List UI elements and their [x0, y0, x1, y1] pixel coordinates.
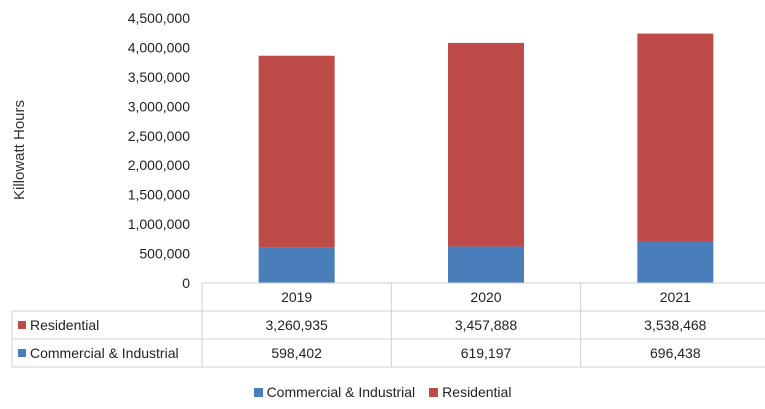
- bar-commercial-industrial-2020: [448, 246, 524, 283]
- y-axis-title: Killowatt Hours: [11, 100, 28, 200]
- bar-commercial-industrial-2019: [258, 247, 335, 283]
- y-tick-label: 1,000,000: [128, 216, 190, 232]
- data-label: 3,538,468: [644, 317, 706, 333]
- data-label: 3,260,935: [266, 317, 328, 333]
- x-tick-label: 2020: [470, 289, 501, 305]
- y-tick-label: 1,500,000: [128, 187, 190, 203]
- y-tick-label: 2,000,000: [128, 157, 190, 173]
- y-tick-label: 3,000,000: [128, 98, 190, 114]
- y-tick-label: 4,000,000: [128, 39, 190, 55]
- data-label: 696,438: [650, 345, 701, 361]
- y-tick-label: 2,500,000: [128, 128, 190, 144]
- legend: Commercial & Industrial Residential: [0, 384, 765, 400]
- legend-item: Commercial & Industrial: [253, 384, 416, 400]
- table-row-swatch: [18, 321, 26, 329]
- legend-item: Residential: [429, 384, 511, 400]
- bar-residential-2019: [258, 55, 335, 248]
- bar-commercial-industrial-2021: [637, 241, 714, 283]
- data-label: 598,402: [271, 345, 322, 361]
- table-row-swatch: [18, 349, 26, 357]
- bar-residential-2021: [637, 33, 714, 242]
- x-tick-label: 2019: [281, 289, 312, 305]
- stacked-bar-chart: Killowatt Hours 0 500,000 1,000,000 1,500,0…: [11, 10, 765, 368]
- x-tick-label: 2021: [660, 289, 691, 305]
- legend-label: Commercial & Industrial: [266, 384, 416, 400]
- data-label: 619,197: [461, 345, 512, 361]
- data-label: 3,457,888: [455, 317, 517, 333]
- legend-swatch: [429, 387, 439, 397]
- table-row-label: Residential: [30, 317, 99, 333]
- y-tick-label: 500,000: [139, 246, 190, 262]
- data-table: 2019 2020 2021 Residential 3,260,935 3,457,88…: [11, 282, 765, 368]
- y-tick-label: 0: [182, 275, 190, 291]
- legend-label: Residential: [442, 384, 512, 400]
- bar-residential-2020: [448, 42, 524, 247]
- legend-swatch: [253, 387, 263, 397]
- y-tick-label: 4,500,000: [128, 10, 190, 26]
- y-tick-label: 3,500,000: [128, 69, 190, 85]
- bars: [258, 33, 714, 283]
- table-row-label: Commercial & Industrial: [30, 345, 179, 361]
- y-axis-ticks: 0 500,000 1,000,000 1,500,000 2,000,000 2,500…: [128, 10, 191, 291]
